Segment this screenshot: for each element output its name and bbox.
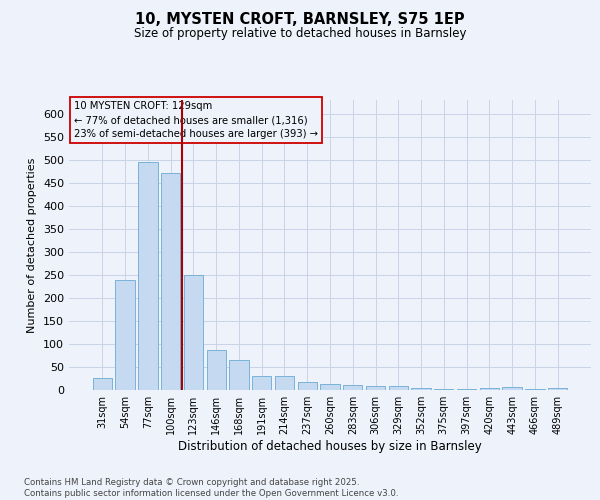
Bar [298, 382, 317, 390]
Bar [184, 275, 203, 390]
Text: Contains HM Land Registry data © Crown copyright and database right 2025.
Contai: Contains HM Land Registry data © Crown c… [24, 478, 398, 498]
Bar [252, 376, 271, 390]
Bar [229, 360, 248, 390]
Bar [389, 386, 408, 390]
Bar [457, 388, 476, 390]
Bar [115, 280, 135, 390]
Bar [502, 387, 522, 390]
Text: 10, MYSTEN CROFT, BARNSLEY, S75 1EP: 10, MYSTEN CROFT, BARNSLEY, S75 1EP [135, 12, 465, 28]
Bar [138, 162, 158, 390]
Bar [366, 386, 385, 390]
Bar [525, 388, 545, 390]
Bar [93, 378, 112, 390]
Y-axis label: Number of detached properties: Number of detached properties [28, 158, 37, 332]
Bar [320, 384, 340, 390]
Text: 10 MYSTEN CROFT: 129sqm
← 77% of detached houses are smaller (1,316)
23% of semi: 10 MYSTEN CROFT: 129sqm ← 77% of detache… [74, 102, 318, 140]
Bar [161, 172, 181, 390]
Bar [548, 388, 567, 390]
Bar [412, 388, 431, 390]
Bar [343, 385, 362, 390]
Text: Size of property relative to detached houses in Barnsley: Size of property relative to detached ho… [134, 28, 466, 40]
Bar [434, 388, 454, 390]
X-axis label: Distribution of detached houses by size in Barnsley: Distribution of detached houses by size … [178, 440, 482, 453]
Bar [275, 376, 294, 390]
Bar [206, 350, 226, 390]
Bar [479, 388, 499, 390]
